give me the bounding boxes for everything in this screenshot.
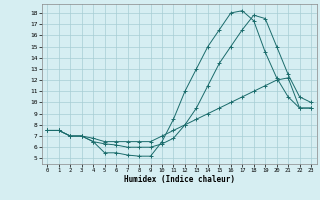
X-axis label: Humidex (Indice chaleur): Humidex (Indice chaleur) [124, 175, 235, 184]
